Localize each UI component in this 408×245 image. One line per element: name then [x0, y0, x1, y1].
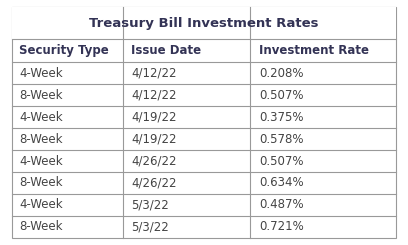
Text: 5/3/22: 5/3/22 — [131, 198, 169, 211]
Text: 4-Week: 4-Week — [19, 198, 62, 211]
Text: 4/19/22: 4/19/22 — [131, 111, 177, 124]
Text: 4-Week: 4-Week — [19, 155, 62, 168]
Text: 4/19/22: 4/19/22 — [131, 133, 177, 146]
Text: 0.487%: 0.487% — [259, 198, 304, 211]
Text: 0.375%: 0.375% — [259, 111, 303, 124]
Text: 4-Week: 4-Week — [19, 111, 62, 124]
Text: Treasury Bill Investment Rates: Treasury Bill Investment Rates — [89, 17, 319, 30]
Text: 0.507%: 0.507% — [259, 155, 303, 168]
Text: 8-Week: 8-Week — [19, 89, 62, 102]
Text: 0.721%: 0.721% — [259, 220, 304, 233]
Text: Investment Rate: Investment Rate — [259, 44, 369, 57]
Text: 5/3/22: 5/3/22 — [131, 220, 169, 233]
Text: 4/26/22: 4/26/22 — [131, 176, 177, 189]
Text: 8-Week: 8-Week — [19, 176, 62, 189]
Text: 4/26/22: 4/26/22 — [131, 155, 177, 168]
Text: 0.634%: 0.634% — [259, 176, 304, 189]
Text: 0.578%: 0.578% — [259, 133, 303, 146]
Bar — [12, 7, 396, 39]
Text: 4/12/22: 4/12/22 — [131, 67, 177, 80]
Text: 4/12/22: 4/12/22 — [131, 89, 177, 102]
Text: Issue Date: Issue Date — [131, 44, 201, 57]
Text: 0.507%: 0.507% — [259, 89, 303, 102]
Text: 0.208%: 0.208% — [259, 67, 303, 80]
Text: 8-Week: 8-Week — [19, 220, 62, 233]
Text: Security Type: Security Type — [19, 44, 109, 57]
Text: 8-Week: 8-Week — [19, 133, 62, 146]
Text: 4-Week: 4-Week — [19, 67, 62, 80]
